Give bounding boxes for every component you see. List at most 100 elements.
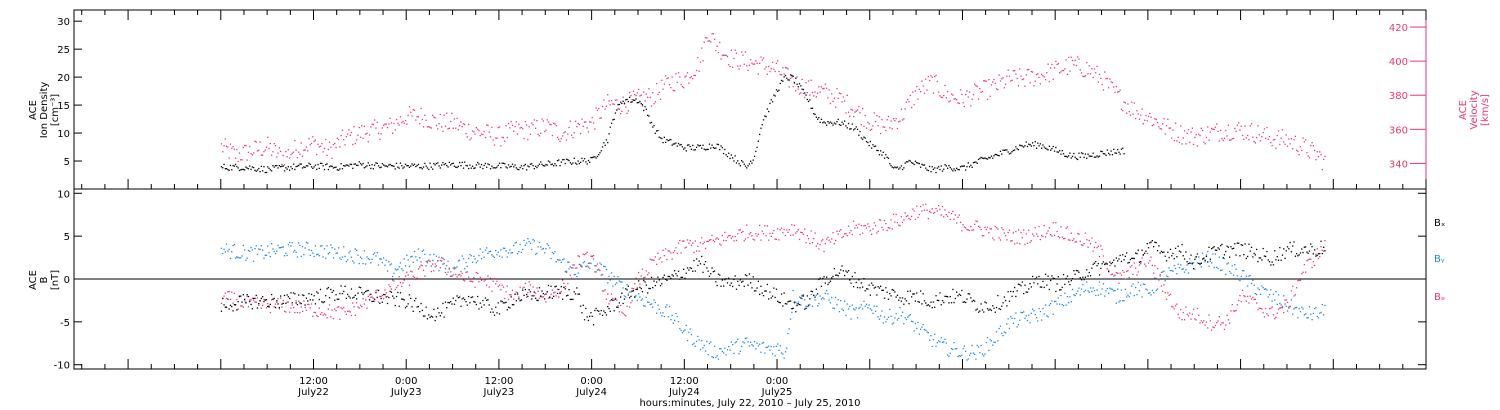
bz-point xyxy=(1165,298,1168,300)
bx-point xyxy=(314,303,317,305)
velocity-point xyxy=(757,73,759,75)
by-point xyxy=(326,245,328,247)
bz-point xyxy=(471,281,474,283)
by-point xyxy=(938,340,940,342)
bz-point xyxy=(319,313,322,315)
density-point xyxy=(308,162,310,164)
velocity-point xyxy=(451,112,453,115)
bx-point xyxy=(301,294,304,296)
bx-point xyxy=(484,297,487,299)
bx-point xyxy=(1234,243,1236,245)
velocity-point xyxy=(805,82,807,84)
by-point xyxy=(1220,269,1222,271)
bx-point xyxy=(389,290,391,292)
bx-point xyxy=(1008,300,1011,302)
velocity-point xyxy=(638,88,640,91)
by-point xyxy=(1240,275,1242,278)
bz-point xyxy=(805,242,807,244)
velocity-point xyxy=(480,133,483,135)
velocity-point xyxy=(581,118,583,120)
density-point xyxy=(720,145,722,147)
bz-point xyxy=(868,225,870,228)
velocity-point xyxy=(885,129,887,132)
bx-point xyxy=(586,316,588,318)
bx-point xyxy=(761,292,763,294)
by-point xyxy=(832,307,834,309)
by-point xyxy=(1100,293,1102,295)
bz-point xyxy=(1051,235,1053,237)
velocity-point xyxy=(686,72,689,74)
bx-point xyxy=(377,289,380,292)
by-point xyxy=(397,268,399,270)
density-point xyxy=(1098,155,1101,157)
density-point xyxy=(630,101,632,103)
bz-point xyxy=(896,222,899,224)
bz-point xyxy=(1245,300,1247,302)
by-point xyxy=(998,327,1000,330)
velocity-point xyxy=(622,96,624,98)
density-point xyxy=(702,144,704,146)
bx-point xyxy=(461,298,463,300)
by-point xyxy=(559,259,561,261)
bx-point xyxy=(1294,255,1296,257)
density-point xyxy=(952,170,954,172)
velocity-point xyxy=(737,65,739,67)
velocity-point xyxy=(411,115,413,117)
bx-point xyxy=(882,289,884,291)
velocity-point xyxy=(434,117,436,119)
by-point xyxy=(572,267,574,269)
density-point xyxy=(920,166,922,168)
by-point xyxy=(1171,269,1173,272)
bx-point xyxy=(842,270,844,272)
bx-point xyxy=(802,295,805,297)
x-axis-title: hours:minutes, July 22, 2010 – July 25, … xyxy=(639,398,860,409)
bx-point xyxy=(894,291,896,293)
velocity-point xyxy=(962,102,964,104)
bz-point xyxy=(498,284,501,286)
velocity-point xyxy=(298,151,300,153)
by-point xyxy=(954,348,956,350)
bz-point xyxy=(719,243,721,245)
by-point xyxy=(773,346,775,348)
velocity-point xyxy=(934,75,936,78)
density-point xyxy=(728,152,730,154)
by-point xyxy=(1122,300,1124,302)
density-tick-label: 30 xyxy=(57,17,70,28)
velocity-point xyxy=(927,75,929,78)
bz-point xyxy=(1199,322,1201,324)
bx-point xyxy=(442,302,444,305)
bx-point xyxy=(726,282,729,284)
by-point xyxy=(675,312,677,315)
velocity-point xyxy=(394,129,396,131)
bz-point xyxy=(704,247,707,250)
by-point xyxy=(1004,332,1007,334)
bx-point xyxy=(1019,283,1021,286)
density-point xyxy=(621,102,623,105)
bx-point xyxy=(993,307,995,309)
bx-point xyxy=(456,295,458,297)
bx-point xyxy=(703,263,705,266)
density-point xyxy=(887,157,890,159)
bx-point xyxy=(1182,255,1184,257)
density-point xyxy=(551,163,553,165)
bx-point xyxy=(1149,242,1151,244)
density-point xyxy=(497,164,499,166)
velocity-point xyxy=(1096,65,1098,67)
bz-point xyxy=(1196,307,1199,310)
bz-point xyxy=(635,277,637,279)
x-tick-time: 0:00 xyxy=(580,376,602,387)
bz-point xyxy=(318,307,320,309)
by-point xyxy=(410,256,412,258)
density-point xyxy=(1064,155,1066,157)
velocity-point xyxy=(657,93,659,96)
velocity-point xyxy=(412,109,414,111)
velocity-point xyxy=(1052,78,1054,80)
bz-point xyxy=(1144,263,1146,265)
bz-point xyxy=(1077,232,1079,235)
bx-point xyxy=(1044,273,1047,275)
bx-point xyxy=(684,277,686,279)
bz-point xyxy=(493,277,496,280)
by-point xyxy=(568,261,570,263)
bz-point xyxy=(582,253,584,255)
density-point xyxy=(810,107,812,109)
